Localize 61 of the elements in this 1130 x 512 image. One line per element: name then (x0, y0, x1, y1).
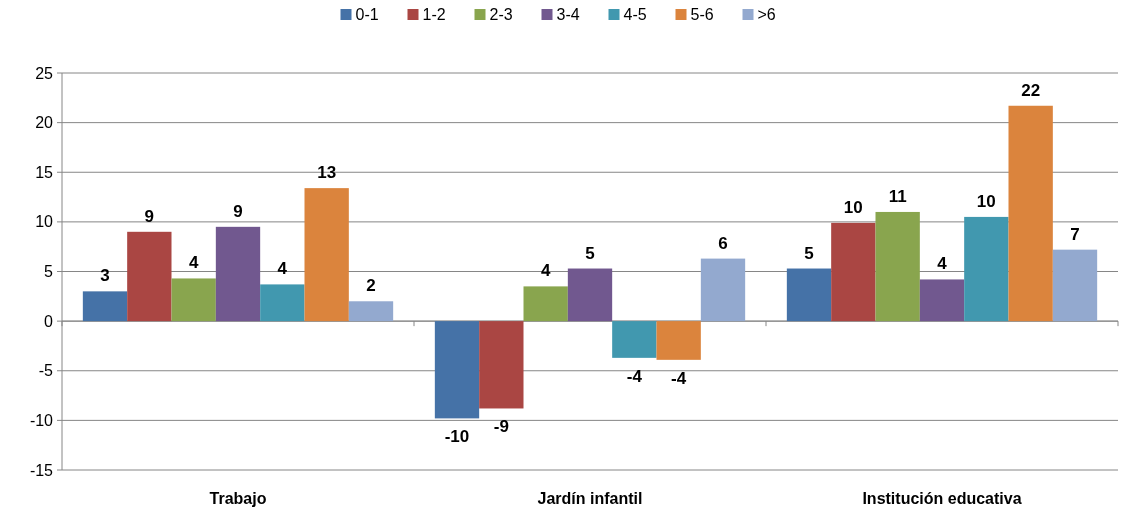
bar (1008, 105, 1053, 322)
bar (479, 321, 524, 409)
data-label: -4 (671, 368, 687, 388)
bar (171, 278, 216, 322)
bar (831, 222, 876, 322)
y-tick-label: 15 (35, 163, 54, 181)
data-label: 11 (888, 186, 907, 206)
y-tick-label: -15 (29, 461, 54, 479)
y-tick-label: 5 (44, 263, 54, 281)
bar (786, 268, 832, 322)
bar (875, 211, 920, 322)
data-label: 6 (718, 233, 728, 253)
bar (260, 284, 305, 322)
y-tick-label: 20 (35, 114, 54, 132)
data-label: -4 (626, 366, 643, 386)
data-label: 9 (233, 201, 243, 221)
legend-label: 1-2 (422, 6, 446, 23)
bar (656, 321, 701, 360)
y-tick-label: 0 (44, 312, 54, 330)
data-label: 10 (843, 197, 863, 217)
bar (919, 279, 965, 322)
y-tick-label: 25 (35, 64, 54, 82)
bar (215, 226, 261, 322)
legend-label: >6 (757, 6, 776, 23)
bar (964, 216, 1009, 322)
x-tick-label: Trabajo (209, 490, 267, 507)
bar (348, 301, 394, 322)
bar (304, 188, 349, 322)
bar (1052, 249, 1098, 322)
legend-label: 0-1 (355, 6, 379, 23)
y-tick-label: 10 (35, 213, 54, 231)
legend-label: 4-5 (623, 6, 647, 23)
data-label: 4 (540, 261, 551, 281)
bar (127, 231, 172, 322)
data-label: 7 (1070, 224, 1080, 244)
bar (567, 268, 613, 322)
y-tick-label: -10 (29, 411, 54, 429)
bar (523, 286, 568, 322)
y-tick-label: -5 (38, 362, 54, 380)
data-label: 2 (366, 276, 376, 296)
legend-label: 2-3 (489, 6, 513, 23)
data-label: 5 (804, 243, 814, 263)
x-tick-label: Jardín infantil (537, 490, 643, 507)
data-label: 3 (100, 266, 110, 286)
data-label: 4 (937, 254, 948, 274)
bar (82, 291, 128, 322)
data-label: 4 (277, 259, 288, 279)
data-label: 5 (585, 243, 595, 263)
bar (700, 258, 746, 322)
data-label: 9 (144, 206, 155, 226)
data-label: 22 (1021, 80, 1041, 100)
data-label: 10 (976, 191, 996, 211)
data-label: -9 (493, 417, 509, 437)
bar (612, 321, 657, 358)
data-label: 4 (188, 253, 199, 273)
legend-label: 3-4 (556, 6, 580, 23)
data-label: -10 (444, 427, 470, 447)
legend-label: 5-6 (690, 6, 714, 23)
bar (434, 321, 480, 419)
x-tick-label: Institución educativa (862, 490, 1022, 507)
data-label: 13 (317, 163, 337, 183)
